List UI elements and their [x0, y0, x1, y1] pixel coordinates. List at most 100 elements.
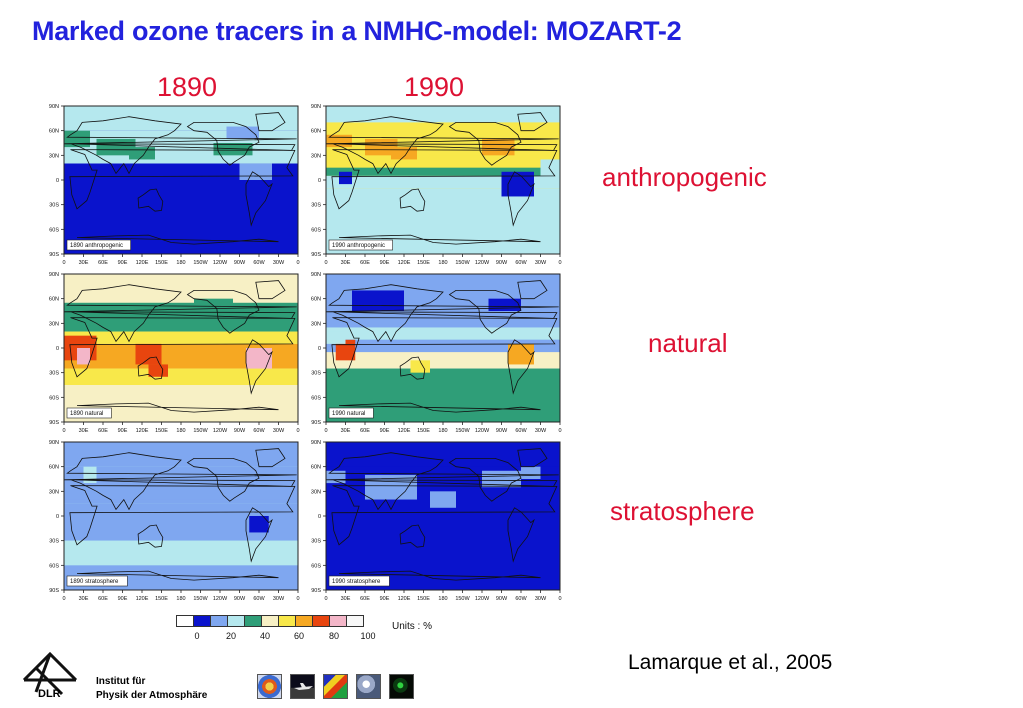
lat-label: 30S [49, 203, 59, 209]
lon-label: 0 [324, 428, 327, 434]
map-field-band [64, 106, 298, 131]
lon-label: 120W [475, 260, 490, 266]
lon-label: 0 [296, 260, 299, 266]
lon-label: 150W [455, 260, 470, 266]
colorbar-tick: 0 [194, 631, 200, 641]
lon-label: 150E [417, 260, 430, 266]
colorbar-units: Units : % [392, 621, 433, 632]
logo-text: DLR [38, 688, 61, 700]
lat-label: 30S [311, 539, 321, 545]
map-field-patch [488, 298, 521, 311]
coastline [137, 524, 164, 548]
coastline [69, 149, 296, 210]
lat-label: 60N [311, 129, 321, 135]
lon-label: 60E [98, 596, 108, 602]
map-field-patch [194, 298, 233, 316]
lon-label: 30W [273, 260, 285, 266]
map-field-band [326, 352, 560, 369]
coastline [255, 112, 286, 132]
coastline [186, 122, 260, 166]
lon-label: 30W [535, 260, 547, 266]
map-field-band [64, 368, 298, 385]
map-field-band [326, 327, 560, 340]
panel-label-box [66, 407, 112, 419]
map-field-patch [339, 171, 352, 185]
lon-label: 90E [118, 428, 128, 434]
lat-label: 30S [311, 371, 321, 377]
colorbar-swatch [278, 615, 296, 627]
institute-line-1: Institut für [96, 676, 146, 687]
lat-label: 60N [49, 129, 59, 135]
colorbar-swatch [295, 615, 313, 627]
lon-label: 0 [558, 596, 561, 602]
lon-label: 0 [62, 260, 65, 266]
coastline [63, 116, 297, 175]
lat-label: 30S [311, 203, 321, 209]
coastline [338, 402, 541, 413]
lon-label: 60W [515, 596, 527, 602]
lon-label: 90W [234, 596, 246, 602]
lon-label: 90W [496, 596, 508, 602]
colorbar-swatch [312, 615, 330, 627]
map-field-patch [352, 290, 404, 311]
panel-label-box [328, 407, 374, 419]
map-1990-natural: 90N 60N 30N 0 30S 60S 90S 0 30E 60E 90E 120E 150E 180… [302, 268, 562, 436]
lat-label: 0 [318, 178, 321, 184]
lat-label: 0 [56, 346, 59, 352]
coastline [325, 116, 559, 175]
lat-label: 90N [49, 272, 59, 278]
coastline [76, 570, 279, 581]
lon-label: 90E [380, 428, 390, 434]
map-1990-anthropogenic: 90N 60N 30N 0 30S 60S 90S 0 30E 60E 90E 120E 150E 180… [302, 100, 562, 268]
panel-label-box [328, 239, 393, 251]
coastline [255, 448, 286, 468]
lon-label: 90W [496, 428, 508, 434]
map-field-patch [129, 507, 142, 525]
panel-label: 1890 anthropogenic [70, 243, 123, 249]
coastline [245, 171, 273, 227]
lon-label: 150W [193, 260, 208, 266]
lat-label: 60N [311, 297, 321, 303]
coastline [448, 122, 522, 166]
lat-label: 90N [311, 272, 321, 278]
lon-label: 150E [417, 428, 430, 434]
ozone-globe-thumbnail [257, 674, 282, 699]
coastline [76, 234, 279, 245]
coastline [338, 234, 541, 245]
lon-label: 180 [438, 596, 447, 602]
coastline [331, 485, 558, 546]
institute-line-2: Physik der Atmosphäre [96, 690, 208, 701]
map-field-patch [508, 343, 534, 365]
coastline [69, 485, 296, 546]
coastline [448, 290, 522, 334]
lon-label: 60E [360, 260, 370, 266]
lon-label: 60E [360, 596, 370, 602]
lon-label: 30E [79, 260, 89, 266]
coastline [186, 458, 260, 502]
map-field-patch [246, 348, 272, 369]
map-field-patch [482, 138, 515, 156]
lat-label: 30N [49, 321, 59, 327]
coastline [331, 149, 558, 210]
lon-label: 0 [324, 596, 327, 602]
colorbar-swatches [176, 615, 364, 627]
lon-label: 150W [455, 596, 470, 602]
lon-label: 30E [79, 596, 89, 602]
lon-label: 180 [176, 428, 185, 434]
lat-label: 90N [49, 104, 59, 110]
lat-label: 90N [311, 440, 321, 446]
panel-label-box [66, 575, 128, 587]
panel-label: 1890 natural [70, 411, 103, 417]
lon-label: 30E [341, 260, 351, 266]
map-field-patch [77, 348, 90, 365]
lat-label: 90S [311, 420, 321, 426]
map-field-band [64, 540, 298, 566]
lon-label: 120E [398, 596, 411, 602]
panel-label: 1990 natural [332, 411, 365, 417]
lon-label: 60E [98, 260, 108, 266]
lon-label: 150W [193, 428, 208, 434]
lon-label: 30W [535, 596, 547, 602]
